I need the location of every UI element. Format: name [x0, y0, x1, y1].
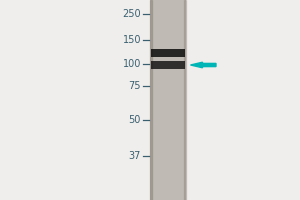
FancyArrow shape	[190, 62, 216, 68]
Bar	[151, 61, 185, 69]
Text: 37: 37	[129, 151, 141, 161]
Bar	[150, 0, 186, 200]
Bar	[151, 49, 185, 57]
Bar	[150, 0, 152, 200]
Text: 50: 50	[129, 115, 141, 125]
Text: 150: 150	[122, 35, 141, 45]
Bar	[184, 0, 186, 200]
Text: 75: 75	[128, 81, 141, 91]
Text: 100: 100	[123, 59, 141, 69]
Text: 250: 250	[122, 9, 141, 19]
